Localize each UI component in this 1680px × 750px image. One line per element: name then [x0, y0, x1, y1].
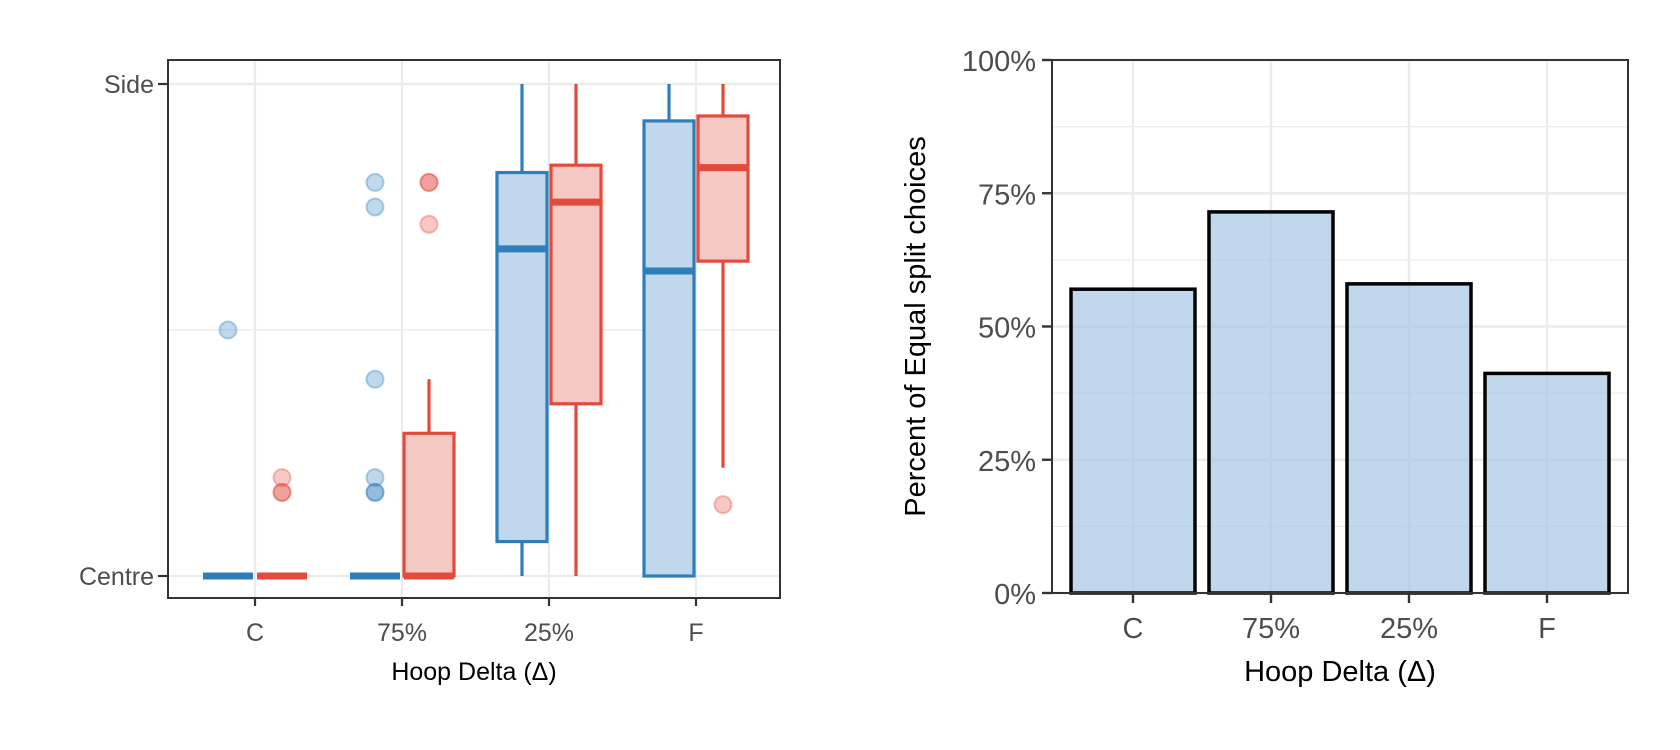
outlier-blue-C-0 — [218, 320, 238, 340]
y-tick-label-0: Centre — [79, 563, 154, 591]
box-iqr — [402, 431, 456, 578]
x-tick-label-1: 75% — [1242, 613, 1300, 645]
outlier-red-C-1 — [272, 482, 292, 502]
box-blue-F — [642, 84, 696, 578]
x-axis-title: Hoop Delta (Δ) — [1244, 656, 1436, 688]
box-red-F — [696, 84, 750, 468]
outlier-blue-75%-3 — [365, 468, 385, 488]
box-iqr — [696, 114, 750, 263]
plot-border — [167, 59, 781, 599]
y-axis-title: Percent of Equal split choices — [900, 136, 932, 516]
box-iqr — [642, 119, 696, 578]
outlier-red-75%-0 — [419, 172, 439, 192]
box-blue-25% — [495, 84, 549, 576]
outlier-red-75%-2 — [419, 214, 439, 234]
box-iqr — [495, 170, 549, 544]
bar-75% — [1207, 210, 1335, 595]
bar-C — [1069, 287, 1197, 595]
y-tick-label-1: 25% — [978, 446, 1036, 478]
outlier-blue-75%-5 — [365, 482, 385, 502]
outlier-red-C-0 — [272, 468, 292, 488]
outlier-red-75%-1 — [419, 172, 439, 192]
outlier-red-C-2 — [272, 482, 292, 502]
outlier-blue-75%-1 — [365, 197, 385, 217]
x-tick-label-2: 25% — [1380, 613, 1438, 645]
bar-fill — [1485, 373, 1609, 593]
outlier-blue-75%-4 — [365, 482, 385, 502]
y-tick-label-4: 100% — [962, 46, 1036, 78]
x-tick-label-3: F — [688, 619, 703, 647]
box-red-25% — [549, 84, 603, 576]
x-tick-label-3: F — [1538, 613, 1556, 645]
bar-25% — [1345, 282, 1473, 595]
x-tick-label-0: C — [246, 619, 264, 647]
bar-chart: 0% 25% 50% 75% 100% C 75% 25% F Hoop Delta (Δ) Per… — [900, 46, 1629, 688]
boxplot-chart: Centre Side C 75% 25% F Hoop Delta (Δ) — [79, 59, 781, 686]
y-tick-label-1: Side — [104, 71, 154, 99]
y-tick-label-0: 0% — [994, 579, 1036, 611]
box-red-75% — [402, 379, 456, 580]
y-tick-label-2: 50% — [978, 313, 1036, 345]
x-tick-label-1: 75% — [377, 619, 427, 647]
bar-F — [1483, 371, 1611, 595]
outlier-blue-75%-0 — [365, 172, 385, 192]
y-tick-label-3: 75% — [978, 179, 1036, 211]
outlier-blue-75%-2 — [365, 369, 385, 389]
bar-fill — [1347, 283, 1471, 593]
bar-fill — [1209, 211, 1333, 593]
outlier-red-F-0 — [713, 495, 733, 515]
x-tick-label-0: C — [1123, 613, 1144, 645]
x-axis-title: Hoop Delta (Δ) — [391, 658, 556, 686]
x-tick-label-2: 25% — [524, 619, 574, 647]
bar-fill — [1071, 289, 1195, 593]
